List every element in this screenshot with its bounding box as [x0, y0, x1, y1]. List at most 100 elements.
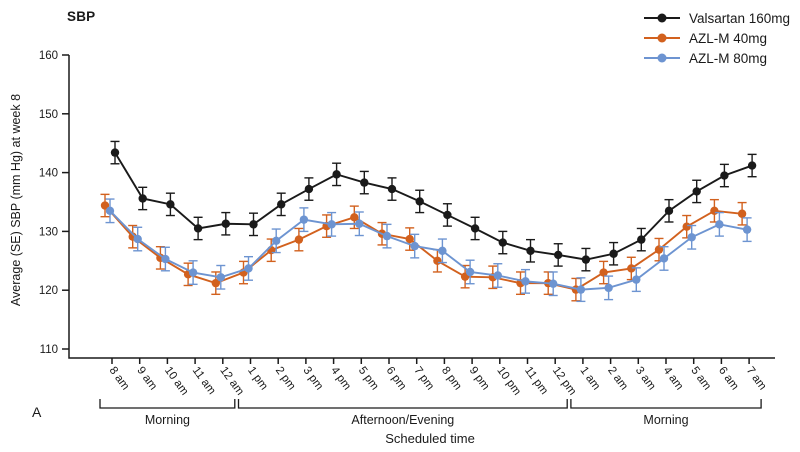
data-point	[405, 234, 414, 244]
data-point	[304, 184, 314, 194]
y-tick-label: 110	[40, 344, 58, 356]
data-point	[438, 246, 447, 256]
group-label: Afternoon/Evening	[351, 413, 454, 427]
data-point	[332, 170, 341, 179]
panel-label: A	[32, 404, 42, 420]
x-tick-label: 12 pm	[550, 365, 578, 398]
data-point	[272, 236, 281, 246]
valsartan-160mg-dot-icon	[657, 13, 667, 23]
legend-item-azl-m-80mg: AZL-M 80mg	[643, 51, 790, 66]
x-tick-label: 6 pm	[384, 365, 409, 393]
legend-label: Valsartan 160mg	[688, 10, 790, 26]
group-bracket	[99, 399, 236, 409]
legend: Valsartan 160mg AZL-M 40mg AZL-M 80mg	[643, 10, 790, 71]
group-bracket	[237, 399, 568, 409]
data-point	[742, 225, 752, 234]
x-tick-label: 10 am	[162, 365, 190, 398]
data-point	[632, 275, 641, 284]
data-point	[277, 200, 286, 209]
data-point	[654, 245, 664, 254]
data-point	[715, 220, 724, 229]
data-point	[387, 184, 397, 194]
data-point	[410, 241, 419, 251]
legend-item-valsartan-160mg: Valsartan 160mg	[643, 10, 790, 26]
data-point	[720, 171, 729, 180]
data-point	[549, 279, 558, 288]
x-tick-label: 3 am	[633, 365, 658, 393]
x-group-brackets: Morning Afternoon/Evening Morning	[99, 399, 762, 427]
x-tick-label: 1 am	[577, 365, 602, 393]
axes	[68, 55, 775, 359]
data-point	[161, 254, 170, 264]
data-point	[110, 148, 120, 157]
data-point	[604, 283, 613, 293]
data-point	[327, 220, 336, 229]
data-point	[299, 215, 309, 224]
data-point	[659, 254, 669, 263]
x-tick-label: 4 pm	[328, 365, 353, 393]
data-point	[133, 234, 142, 244]
group-bracket	[570, 399, 762, 409]
x-tick-label: 5 pm	[356, 365, 381, 393]
azl-m-40mg-line-marker-icon	[643, 33, 680, 43]
data-point	[193, 224, 203, 233]
x-tick-label: 3 pm	[300, 365, 325, 393]
x-tick-label: 1 pm	[245, 365, 270, 393]
x-axis: 8 am 9 am 10 am 11 am 12 am 1 pm 2 pm 3 pm 4 pm 5…	[107, 358, 768, 398]
data-point	[554, 250, 563, 260]
data-point	[637, 235, 646, 244]
data-point	[664, 206, 674, 216]
x-tick-label: 8 am	[107, 365, 132, 393]
data-point	[100, 201, 110, 210]
x-tick-label: 10 pm	[494, 365, 522, 398]
data-point	[360, 178, 369, 187]
data-point	[576, 285, 586, 294]
data-point	[599, 268, 608, 277]
x-tick-label: 4 am	[661, 365, 686, 393]
data-point	[493, 271, 502, 280]
data-point	[294, 235, 304, 244]
data-point	[526, 246, 535, 256]
y-tick-label: 120	[39, 285, 58, 297]
data-point	[415, 197, 424, 206]
x-tick-label: 12 am	[217, 365, 245, 398]
data-point	[687, 233, 696, 242]
y-tick-label: 140	[39, 168, 58, 180]
data-point	[627, 264, 636, 273]
data-point	[609, 249, 618, 258]
data-point	[350, 213, 359, 222]
series-valsartan-160mg	[110, 140, 757, 272]
data-point	[138, 194, 147, 203]
x-tick-label: 2 am	[605, 365, 630, 393]
data-point	[710, 206, 719, 216]
data-point	[221, 219, 230, 228]
data-point	[244, 264, 253, 273]
series-azl-m-40mg	[100, 193, 747, 302]
y-tick-label: 130	[39, 226, 58, 238]
data-point	[498, 238, 507, 247]
data-point	[443, 210, 452, 220]
data-point	[249, 220, 258, 229]
data-point	[355, 219, 364, 228]
group-label: Morning	[643, 413, 688, 427]
series-line	[109, 210, 748, 291]
legend-label: AZL-M 40mg	[688, 30, 767, 46]
data-point	[382, 231, 392, 241]
x-tick-label: 9 am	[134, 365, 159, 393]
x-tick-label: 9 pm	[467, 365, 492, 393]
x-tick-label: 6 am	[716, 365, 741, 393]
x-tick-label: 11 am	[190, 365, 218, 397]
x-tick-label: 2 pm	[273, 365, 298, 393]
azl-m-80mg-dot-icon	[657, 53, 667, 63]
azl-m-80mg-line-marker-icon	[643, 53, 680, 63]
y-tick-label: 160	[39, 50, 58, 62]
axis-lines	[68, 55, 775, 359]
data-point	[433, 256, 442, 265]
x-axis-title: Scheduled time	[385, 431, 475, 446]
data-point	[470, 224, 480, 233]
data-point	[105, 206, 115, 216]
chart-title: SBP	[67, 9, 96, 24]
data-point	[747, 161, 757, 170]
